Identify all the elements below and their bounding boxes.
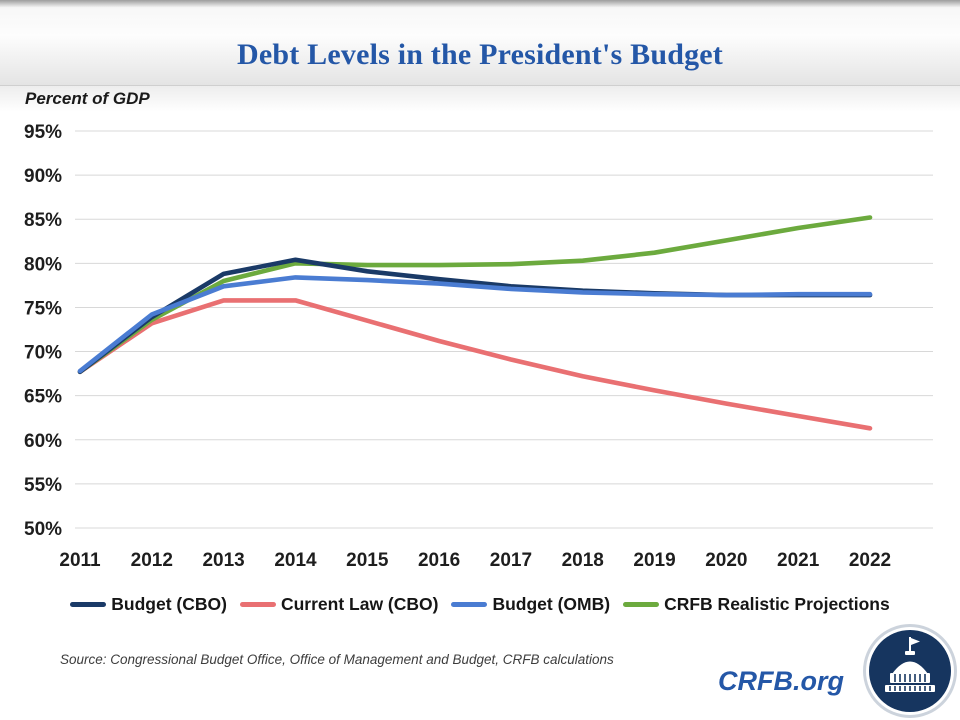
series-line-crfb-realistic-projections xyxy=(77,215,873,375)
page-title: Debt Levels in the President's Budget xyxy=(236,38,723,71)
legend-swatch-crfb-realistic-projections xyxy=(623,601,660,607)
legend-item-budget-cbo: Budget (CBO) xyxy=(70,594,227,615)
x-axis-tick-label: 2016 xyxy=(418,550,460,571)
y-axis-tick-label: 75% xyxy=(24,298,62,319)
chart-legend: Budget (CBO) Current Law (CBO) Budget (OMB… xyxy=(30,590,930,618)
x-axis-tick-label: 2011 xyxy=(59,550,101,571)
legend-item-budget-omb: Budget (OMB) xyxy=(451,594,610,615)
x-axis-tick-label: 2019 xyxy=(633,550,675,571)
y-axis-tick-label: 55% xyxy=(24,475,62,496)
x-axis-tick-label: 2021 xyxy=(777,550,820,571)
y-axis-tick-label: 95% xyxy=(24,122,62,143)
y-axis-tick-label: 90% xyxy=(24,166,62,187)
crfb-logo xyxy=(863,624,957,718)
legend-swatch-budget-cbo xyxy=(70,601,107,607)
legend-label-crfb-realistic-projections: CRFB Realistic Projections xyxy=(664,593,890,614)
y-axis-tick-label: 80% xyxy=(24,254,62,275)
legend-label-current-law-cbo: Current Law (CBO) xyxy=(280,593,439,614)
x-axis-tick-label: 2022 xyxy=(849,550,891,571)
series-line-current-law-cbo xyxy=(77,298,873,431)
legend-swatch-current-law-cbo xyxy=(239,601,276,607)
y-axis-tick-label: 70% xyxy=(24,343,62,364)
header-gradient-band xyxy=(0,0,960,86)
brand-wordmark: CRFB.org xyxy=(718,666,844,696)
x-axis-tick-label: 2014 xyxy=(274,550,317,571)
series-line-budget-omb xyxy=(77,275,873,374)
x-axis-tick-label: 2012 xyxy=(131,550,173,571)
legend-item-crfb-realistic-projections: CRFB Realistic Projections xyxy=(623,594,890,615)
y-axis-title: Percent of GDP xyxy=(25,89,150,108)
x-axis-tick-label: 2018 xyxy=(562,550,604,571)
source-note: Source: Congressional Budget Office, Off… xyxy=(60,652,614,667)
x-axis-tick-label: 2013 xyxy=(202,550,244,571)
y-axis-tick-label: 60% xyxy=(24,431,62,452)
y-axis-tick-label: 85% xyxy=(24,210,62,231)
y-axis-tick-label: 50% xyxy=(24,519,62,540)
legend-label-budget-omb: Budget (OMB) xyxy=(492,593,611,614)
x-axis-tick-label: 2017 xyxy=(490,550,532,571)
legend-item-current-law-cbo: Current Law (CBO) xyxy=(239,593,439,615)
legend-label-budget-cbo: Budget (CBO) xyxy=(111,593,227,614)
y-axis-tick-label: 65% xyxy=(24,387,62,408)
series-line-budget-cbo xyxy=(77,257,873,375)
header-fade xyxy=(0,86,960,112)
legend-swatch-budget-omb xyxy=(451,601,488,607)
x-axis-tick-label: 2015 xyxy=(346,550,389,571)
capitol-columns xyxy=(889,674,931,691)
debt-line-chart: 95% 90% 85% 80% 75% 70% 65% 60% 55% 50% 2011 2012 20… xyxy=(24,122,933,571)
x-axis-tick-label: 2020 xyxy=(705,550,747,571)
